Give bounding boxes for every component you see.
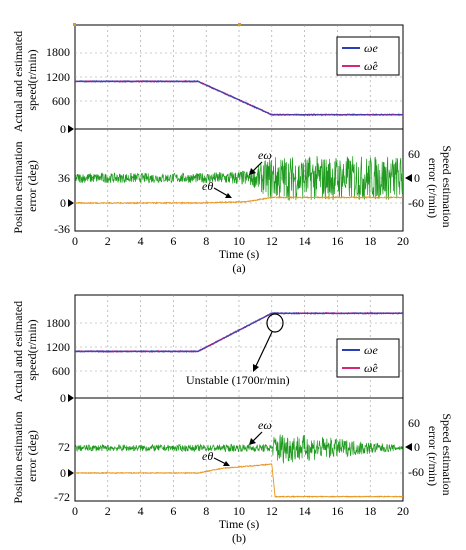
panel-b-xlabel: Time (s)	[219, 517, 260, 531]
panel-b-legend-label-actual: ωe	[364, 343, 378, 357]
panel-b-right-zero-arrow	[405, 443, 412, 451]
panel-a-xtick: 12	[266, 234, 278, 248]
panel-b-xtick: 6	[170, 504, 176, 518]
panel-b-xtick: 0	[72, 504, 78, 518]
panel-a-right-zero-arrow	[405, 174, 412, 182]
panel-a-speed-ytick: 1800	[46, 45, 70, 59]
panel-a-xtick: 14	[299, 234, 311, 248]
series-actual-speed-ripple	[75, 311, 403, 354]
panel-a-series	[75, 79, 403, 205]
panel-b-speed-ytick: 1200	[46, 340, 70, 354]
panel-a-error-ytick-right: -60	[408, 196, 424, 210]
panel-b-error-ytick-right: 0	[414, 440, 420, 454]
panel-b-xtick: 10	[233, 504, 245, 518]
panel-b-xtick: 20	[397, 504, 409, 518]
panel-b-eth-arrowhead	[223, 461, 230, 466]
panel-b-legend-label-estimated: ω̂e	[364, 361, 378, 375]
panel-a-eth-arrow	[213, 187, 229, 197]
series-actual-speed-ripple	[75, 79, 403, 117]
panel-a-ew-label: eω	[258, 148, 272, 162]
panel-b-error-ytick-right: -60	[408, 465, 424, 479]
panel-a-legend-box	[336, 36, 400, 76]
panel-a-speed-ytick: 1200	[46, 70, 70, 84]
panel-b-caption: (b)	[232, 531, 246, 545]
panel-a-xtick: 6	[170, 234, 176, 248]
panel-b-speed-ytick: 0	[60, 391, 66, 405]
panel-a-zero-arrow	[68, 125, 74, 133]
panel-b-xtick: 18	[364, 504, 376, 518]
panel-a-legend-label-estimated: ω̂e	[364, 59, 378, 73]
panel-b-xtick: 4	[138, 504, 144, 518]
panel-a-speed-ytick: 600	[52, 94, 70, 108]
panel-b-annotation-bg	[183, 372, 319, 387]
panel-b-error-ytick-left: 0	[60, 466, 66, 480]
panel-b-error-ylabel-left: Position estimation error (deg)	[11, 408, 39, 503]
panel-a-ew-arrowhead	[249, 168, 256, 175]
panel-b-xtick: 8	[203, 504, 209, 518]
panel-a-marker	[73, 23, 76, 26]
panel-b-left-zero-arrow	[68, 469, 74, 477]
panel-b-error-ytick-right: 60	[408, 416, 420, 430]
panel-b-xticks: 0 2 4 6 8 10 12 14 16 18 20	[72, 504, 409, 518]
panel-a-eth-label: eθ	[202, 179, 213, 193]
panel-b-legend: ωe ω̂e	[336, 338, 400, 378]
panel-b-error-ytick-left: 72	[58, 440, 70, 454]
panel-a-ew-arrow	[251, 161, 263, 173]
panel-b-ew-arrow	[251, 431, 263, 443]
panel-a-xtick: 8	[203, 234, 209, 248]
panel-a-xlabel: Time (s)	[219, 247, 260, 261]
panel-a-error-ytick-left: 36	[58, 171, 70, 185]
series-position-error	[75, 195, 403, 205]
panel-a-speed-ylabel: Actual and estimated speed(r/min)	[11, 28, 39, 132]
panel-a-xtick: 0	[72, 234, 78, 248]
panel-a-speed-ytick: 0	[60, 122, 66, 136]
panel-a-xtick: 20	[397, 234, 409, 248]
panel-a-left-zero-arrow	[68, 199, 74, 207]
panel-b-speed-ytick: 600	[52, 364, 70, 378]
panel-b-xtick: 12	[266, 504, 278, 518]
panel-a-error-ytick-right: 0	[414, 171, 420, 185]
panel-a-error-ylabel-left: Position estimation error (deg)	[11, 138, 39, 233]
panel-b-unstable-arrowhead	[253, 364, 259, 372]
panel-a-error-ylabel-right: Speed estimation error (r/min)	[426, 145, 454, 230]
series-position-error	[75, 462, 403, 499]
panel-a: 1800 1200 600 0 36 0 -36 60 0 -60 0 2 4 …	[11, 23, 454, 275]
panel-a-xtick: 4	[138, 234, 144, 248]
panel-a-xtick: 16	[331, 234, 343, 248]
panel-a-xtick: 2	[105, 234, 111, 248]
panel-a-eth-arrowhead	[225, 193, 232, 198]
panel-b-unstable-arrow	[254, 331, 273, 369]
panel-b-ew-label: eω	[258, 418, 272, 432]
panel-a-error-ytick-right: 60	[408, 147, 420, 161]
panel-b-unstable-annotation: Unstable (1700r/min)	[186, 373, 290, 387]
panel-a-legend: ωe ω̂e	[336, 36, 400, 76]
panel-b-zero-arrow	[68, 394, 74, 402]
panel-a-caption: (a)	[232, 261, 245, 275]
panel-a-xticks: 0 2 4 6 8 10 12 14 16 18 20	[72, 234, 409, 248]
panel-b-xtick: 16	[331, 504, 343, 518]
panel-b-error-ylabel-right: Speed estimation error (r/min)	[426, 413, 454, 498]
panel-b: 1800 1200 600 0 72 0 -72 60 0 -60 0 2 4 …	[11, 294, 454, 545]
panel-b-eth-label: eθ	[202, 449, 213, 463]
panel-b-ew-arrowhead	[249, 438, 256, 445]
panel-b-speed-ytick: 1800	[46, 316, 70, 330]
panel-b-speed-ylabel: Actual and estimated speed(r/min)	[11, 298, 39, 402]
series-speed-error	[75, 434, 403, 464]
panel-a-grid	[75, 25, 403, 231]
panel-a-marker	[238, 23, 241, 26]
panel-a-error-ytick-left: 0	[60, 196, 66, 210]
panel-a-legend-label-actual: ωe	[364, 41, 378, 55]
panel-b-xtick: 14	[299, 504, 311, 518]
panel-b-series	[75, 311, 403, 499]
panel-a-xtick: 10	[233, 234, 245, 248]
panel-b-error-ytick-left: -72	[54, 490, 70, 504]
panel-b-eth-arrow	[213, 457, 227, 465]
panel-b-xtick: 2	[105, 504, 111, 518]
panel-a-error-ytick-left: -36	[54, 222, 70, 236]
panel-a-xtick: 18	[364, 234, 376, 248]
series-speed-error	[75, 156, 403, 201]
panel-b-unstable-marker	[266, 313, 284, 333]
panel-b-legend-box	[336, 338, 400, 378]
